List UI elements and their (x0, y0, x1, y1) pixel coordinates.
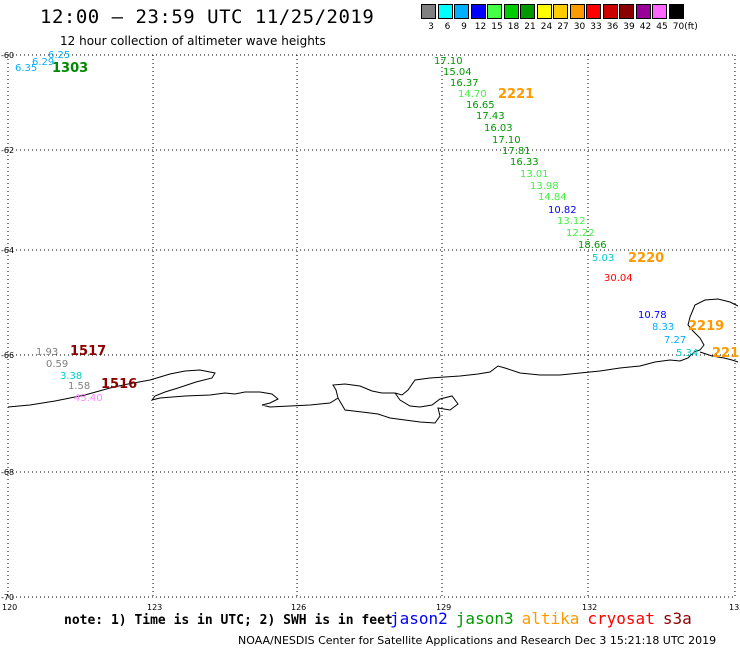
wave-height-label: 5.03 (592, 253, 615, 264)
scale-label: 18 (507, 22, 520, 32)
wave-height-label: 10.78 (638, 310, 667, 321)
scale-label: 6 (444, 22, 451, 32)
pass-time-label: 1303 (52, 61, 89, 76)
coastline-inlet (337, 392, 459, 424)
scale-swatch (421, 4, 436, 19)
scale-label: 12 (474, 22, 487, 32)
wave-height-label: 17.81 (502, 146, 531, 157)
scale-swatch (635, 4, 651, 19)
scale-label: 33 (590, 22, 602, 32)
scale-label: 3 (428, 22, 434, 32)
scale-label: 30 (573, 22, 586, 32)
coastline-east (699, 351, 739, 363)
scale-swatch (569, 4, 585, 19)
footer-credit: NOAA/NESDIS Center for Satellite Applica… (238, 634, 717, 647)
wave-height-label: 1.58 (68, 381, 91, 392)
wave-height-label: 30.04 (604, 273, 633, 284)
scale-label: 24 (540, 22, 553, 32)
latitude-label: -64 (1, 246, 14, 255)
scale-label: 70 (672, 22, 685, 32)
scale-swatch (437, 4, 453, 19)
satellite-legend-altika: altika (521, 609, 580, 628)
wave-height-label: 3.38 (60, 371, 83, 382)
longitude-label: 129 (436, 603, 451, 612)
wave-height-label: 15.04 (443, 67, 472, 78)
scale-unit: (ft) (684, 22, 698, 32)
wave-height-label: 0.59 (46, 359, 69, 370)
scale-swatch (668, 4, 684, 19)
longitude-label: 123 (147, 603, 162, 612)
scale-label: 36 (606, 22, 619, 32)
latitude-label: -62 (1, 146, 14, 155)
longitude-label: 120 (2, 603, 17, 612)
latitude-label: -60 (1, 51, 14, 60)
wave-height-label: 8.33 (652, 322, 675, 333)
wave-height-label: 17.10 (434, 56, 463, 67)
latitude-label: -66 (1, 351, 14, 360)
note-text: note: 1) Time is in UTC; 2) SWH is in fe… (64, 613, 393, 628)
satellite-legend-cryosat: cryosat (587, 609, 655, 628)
chart-title: 12:00 – 23:59 UTC 11/25/2019 (40, 6, 375, 28)
pass-time-label: 2221 (498, 87, 535, 102)
scale-swatch (503, 4, 519, 19)
wave-height-label: 16.33 (510, 157, 539, 168)
satellite-legend-jason2: jason2 (390, 609, 448, 628)
scale-swatch (454, 4, 469, 19)
wave-height-label: 16.37 (450, 78, 479, 89)
wave-height-label: 13.01 (520, 169, 549, 180)
scale-swatch (520, 4, 535, 19)
latitude-label: -68 (1, 468, 14, 477)
wave-height-label: 14.84 (538, 192, 567, 203)
latitude-label: -70 (1, 593, 14, 602)
wave-height-label: 45.40 (74, 393, 103, 404)
wave-height-label: 13.98 (530, 181, 559, 192)
satellite-legend-jason3: jason3 (455, 609, 514, 628)
wave-height-label: 17.10 (492, 135, 521, 146)
pass-time-label: 1517 (70, 344, 107, 359)
wave-height-label: 17.43 (476, 111, 505, 122)
wave-height-label: 7.27 (664, 335, 687, 346)
wave-height-label: 5.34 (676, 348, 699, 359)
pass-time-label: 2220 (628, 251, 665, 266)
satellite-legend-s3a: s3a (662, 609, 692, 628)
wave-height-label: 18.66 (578, 240, 607, 251)
scale-swatch (470, 4, 486, 19)
wave-height-label: 16.65 (466, 100, 495, 111)
wave-height-label: 6.29 (32, 57, 55, 68)
scale-swatch (602, 4, 618, 19)
scale-label: 9 (461, 22, 467, 32)
chart-subtitle: 12 hour collection of altimeter wave hei… (60, 34, 326, 48)
scale-swatch (553, 4, 568, 19)
graticule (7, 54, 736, 598)
wave-height-label: 12.22 (566, 228, 595, 239)
wave-height-label: 14.70 (458, 89, 487, 100)
wave-height-label: 16.03 (484, 123, 513, 134)
pass-time-label: 2219 (688, 319, 725, 334)
longitude-label: 126 (291, 603, 306, 612)
scale-label: 15 (491, 22, 503, 32)
scale-swatch (586, 4, 601, 19)
scale-label: 27 (557, 22, 569, 32)
pass-time-label: 1516 (101, 377, 138, 392)
scale-swatch (487, 4, 502, 19)
scale-swatch (536, 4, 552, 19)
scale-swatch (619, 4, 634, 19)
wave-height-label: 10.82 (548, 205, 577, 216)
scale-swatch (652, 4, 667, 19)
coastline (7, 298, 739, 408)
longitude-label: 135 (729, 603, 740, 612)
wave-height-label: 13.12 (557, 216, 586, 227)
wave-height-label: 6.25 (48, 50, 71, 61)
wave-height-label: 6.35 (15, 63, 38, 74)
scale-label: 45 (656, 22, 668, 32)
scale-label: 39 (623, 22, 635, 32)
satellite-legend: jason2 jason3 altika cryosat s3a (390, 609, 700, 628)
wave-height-label: 1.93 (36, 347, 59, 358)
longitude-label: 132 (582, 603, 597, 612)
scale-label: 42 (639, 22, 652, 32)
scale-label: 21 (524, 22, 536, 32)
